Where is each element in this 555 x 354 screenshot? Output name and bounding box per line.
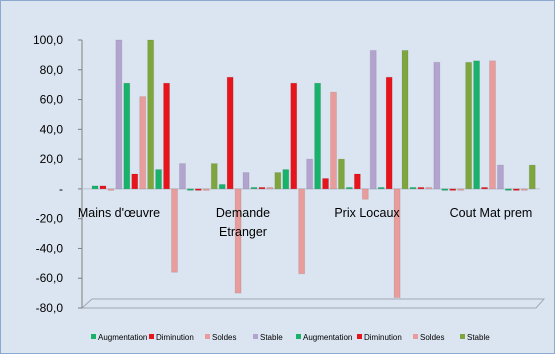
y-tick-label: -20,0 <box>36 212 64 226</box>
legend-swatch <box>413 334 418 339</box>
y-tick-label: 100,0 <box>33 33 63 47</box>
category-labels: Mains d'œuvre Demande Etranger Prix Locaux C… <box>78 206 532 239</box>
legend-swatch <box>91 334 96 339</box>
bar-soldes <box>171 188 178 273</box>
bar-diminution <box>481 186 489 190</box>
legend-label: Diminution <box>364 333 402 342</box>
bar-stable <box>306 158 314 190</box>
bar-stable <box>178 163 186 190</box>
y-tick-label: -60,0 <box>36 271 64 285</box>
legend-label: Stable <box>467 333 490 342</box>
bar-diminution <box>226 76 234 190</box>
bar-soldes <box>107 188 115 191</box>
bar-stable <box>496 164 504 190</box>
bar-augmentation <box>91 185 99 190</box>
y-tick-label: -80,0 <box>36 301 64 315</box>
bar-soldes <box>457 188 465 191</box>
bar-augmentation <box>504 188 512 191</box>
bar-soldes <box>234 188 242 294</box>
bar-stable <box>433 61 441 190</box>
legend-label: Stable <box>260 333 283 342</box>
bar-soldes <box>361 188 369 200</box>
bar-stable <box>528 164 536 190</box>
bar-soldes <box>202 188 210 191</box>
bar-stable <box>274 172 282 190</box>
bar-diminution <box>385 76 393 190</box>
bar-augmentation <box>441 188 449 191</box>
bar-augmentation <box>314 82 322 190</box>
bar-stable <box>210 163 218 190</box>
y-tick-label: 20,0 <box>40 152 64 166</box>
bar-stable <box>115 39 123 190</box>
category-label: Cout Mat prem <box>450 206 533 220</box>
category-label: Demande <box>216 206 270 220</box>
bar-soldes <box>266 186 274 190</box>
legend-swatch <box>205 334 210 339</box>
bar-augmentation <box>473 60 481 190</box>
bar-diminution <box>353 173 361 190</box>
bar-augmentation <box>345 186 353 190</box>
bar-soldes <box>489 60 496 190</box>
y-tick-label: 80,0 <box>40 63 64 77</box>
bar-stable <box>465 61 473 190</box>
bar-augmentation <box>123 82 131 190</box>
bar-augmentation <box>282 169 290 190</box>
bar-augmentation <box>186 188 194 191</box>
y-tick-label: 60,0 <box>40 93 64 107</box>
bar-diminution <box>322 177 330 190</box>
legend-swatch <box>253 334 258 339</box>
bar-stable <box>242 172 250 190</box>
legend-label: Augmentation <box>98 333 147 342</box>
bar-diminution <box>194 188 202 191</box>
y-tick-label: - <box>59 182 63 196</box>
y-tick-label: -40,0 <box>36 241 64 255</box>
bar-soldes <box>393 188 401 299</box>
bar-soldes <box>520 188 528 191</box>
category-label: Mains d'œuvre <box>78 206 160 220</box>
bar-diminution <box>258 186 266 190</box>
legend-label: Augmentation <box>303 333 352 342</box>
bar-augmentation <box>218 183 226 190</box>
bar-series-group <box>91 39 536 299</box>
bar-augmentation <box>155 169 163 190</box>
bar-augmentation <box>409 186 417 190</box>
bar-stable <box>369 49 377 190</box>
legend-label: Soldes <box>212 333 236 342</box>
bar-stable <box>337 158 345 190</box>
legend-swatch <box>357 334 362 339</box>
y-tick-label: 40,0 <box>40 122 64 136</box>
legend-label: Soldes <box>420 333 444 342</box>
bar-soldes <box>330 91 337 190</box>
legend-swatch <box>149 334 154 339</box>
bar-diminution <box>449 188 457 191</box>
bar-diminution <box>131 173 139 190</box>
bar-diminution <box>290 82 298 190</box>
bar-augmentation <box>377 186 385 190</box>
bar-stable <box>401 49 409 190</box>
bar-soldes <box>425 186 433 190</box>
bar-diminution <box>417 186 425 190</box>
bar-diminution <box>99 185 107 190</box>
bar-stable <box>147 39 155 190</box>
bar-diminution <box>163 82 171 190</box>
legend-label: Diminution <box>156 333 194 342</box>
bar-soldes <box>298 188 306 275</box>
bar-augmentation <box>250 186 258 190</box>
legend-swatch <box>460 334 465 339</box>
chart-floor-plane <box>80 298 546 309</box>
chart-floor <box>80 298 546 309</box>
legend-box <box>83 330 543 344</box>
category-label: Prix Locaux <box>334 206 400 220</box>
category-label: Etranger <box>219 225 267 239</box>
legend-swatch <box>296 334 301 339</box>
bar-soldes <box>139 96 147 190</box>
legend: Augmentation Diminution Soldes Stable Augmen… <box>83 330 543 344</box>
bar-diminution <box>512 188 520 191</box>
